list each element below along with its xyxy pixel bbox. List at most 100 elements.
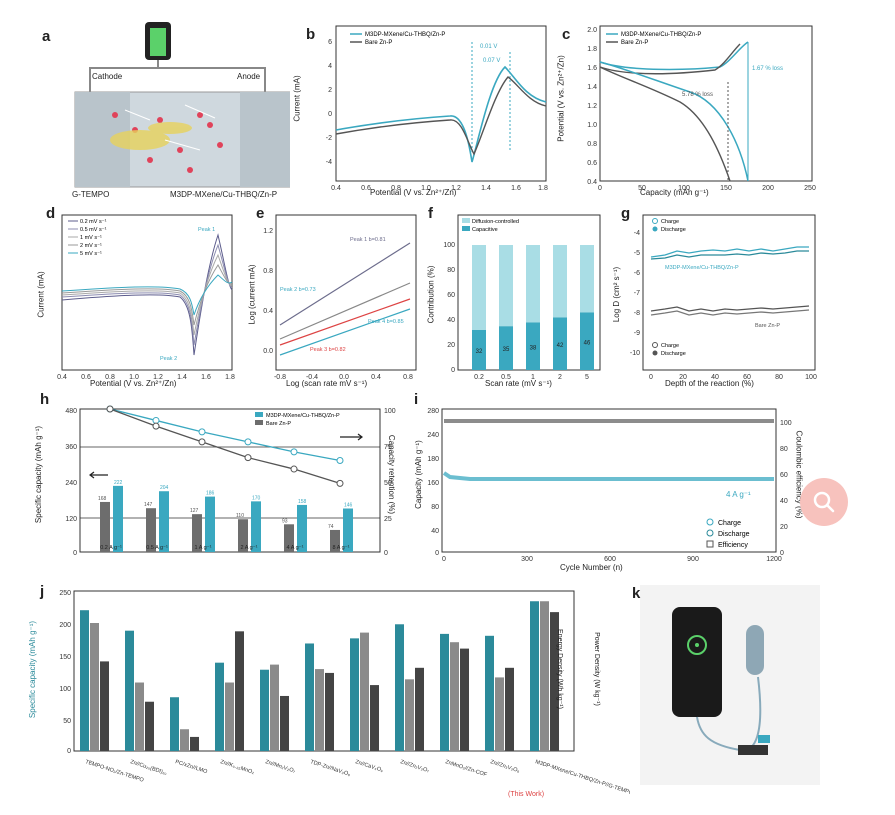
panel-e-label: e <box>256 205 265 222</box>
panel-d-label: d <box>46 205 56 222</box>
panel-j-ytick: 250 <box>59 590 71 597</box>
panel-h-y2tick: 100 <box>384 408 396 415</box>
panel-a-label: a <box>42 28 51 45</box>
panel-e-chart: -0.8 -0.4 0.0 0.4 0.8 1.2 0.8 0.4 0.0 Pe… <box>263 214 417 381</box>
panel-e-xtick: 0.4 <box>371 374 381 381</box>
panel-h-label: h <box>40 391 50 408</box>
bar-value-label: 146 <box>344 503 353 509</box>
panel-f-ytick: 100 <box>443 242 455 249</box>
panel-c-ytick: 1.8 <box>587 46 597 53</box>
comparison-label: Zn//K₀.₂₅MnO₂ <box>219 759 254 776</box>
bar-bare <box>284 524 294 552</box>
comparison-bar <box>215 662 224 751</box>
panel-i-xtick: 600 <box>604 556 616 563</box>
bar-value-label: 222 <box>114 480 123 486</box>
panel-h-ytick: 0 <box>73 550 77 557</box>
comparison-bar <box>505 667 514 751</box>
panel-d-xlabel: Potential (V vs. Zn²⁺/Zn) <box>90 379 177 388</box>
panel-c-xtick: 200 <box>762 185 774 192</box>
comparison-bar <box>180 729 189 751</box>
panel-f-xlabel: Scan rate (mV s⁻¹) <box>485 379 552 388</box>
panel-g-ylabel: Log D (cm² s⁻¹) <box>612 266 622 323</box>
panel-g-ytick: -8 <box>634 310 640 317</box>
comparison-bar <box>415 667 424 751</box>
panel-d-xtick: 1.8 <box>225 374 235 381</box>
panel-d-xtick: 1.4 <box>177 374 187 381</box>
category-label: 0.5 A g⁻¹ <box>146 545 168 551</box>
panel-b-xtick: 1.8 <box>538 185 548 192</box>
bar-value-label: 46 <box>584 340 591 346</box>
panel-h-ytick: 120 <box>65 516 77 523</box>
panel-c-ytick: 1.0 <box>587 122 597 129</box>
comparison-bar <box>90 623 99 751</box>
panel-i-ytick: 80 <box>431 504 439 511</box>
bar-diffusion <box>553 245 567 318</box>
panel-b-xtick: 1.2 <box>451 185 461 192</box>
bar-value-label: 168 <box>98 496 107 502</box>
panel-c-ytick: 2.0 <box>587 27 597 34</box>
panel-h-y2tick: 25 <box>384 516 392 523</box>
panel-b-chart: 0.4 0.6 0.8 1.0 1.2 1.4 1.6 1.8 6 4 2 0 … <box>326 25 548 192</box>
panel-f-xtick: 5 <box>585 374 589 381</box>
bar-value-label: 147 <box>144 502 153 508</box>
panel-i-y2tick: 80 <box>780 446 788 453</box>
bar-value-label: 110 <box>236 513 244 519</box>
panel-i-legend-1: Charge <box>718 520 741 527</box>
panel-i-xtick: 900 <box>687 556 699 563</box>
panel-e-ytick: 0.4 <box>263 308 273 315</box>
bar-diffusion <box>472 245 486 330</box>
zoom-button[interactable] <box>800 478 848 526</box>
panel-c-ytick: 1.6 <box>587 65 597 72</box>
category-label: 1 A g⁻¹ <box>195 545 212 551</box>
panel-g-legend-4: Discharge <box>661 351 686 357</box>
comparison-bar <box>260 669 269 751</box>
bar-capacitive <box>526 322 540 370</box>
panel-b-xtick: 0.6 <box>361 185 371 192</box>
comparison-bar <box>460 648 469 751</box>
comparison-label: Zn//Zn₃V₂O₈ <box>489 759 520 774</box>
retention-point <box>198 428 206 436</box>
panel-d-xtick: 1.6 <box>201 374 211 381</box>
panel-c-chart: 0 50 100 150 200 250 2.0 1.8 1.6 1.4 1.2… <box>587 25 816 192</box>
bar-value-label: 127 <box>190 508 199 514</box>
anode-label: Anode <box>237 72 261 81</box>
panel-d-legend-4: 2 mV s⁻¹ <box>80 243 102 249</box>
comparison-bar <box>395 624 404 751</box>
panel-g-series-bottom: Bare Zn-P <box>755 323 780 329</box>
panel-g-ytick: -6 <box>634 270 640 277</box>
panel-e-annot-2: Peak 2 b=0.73 <box>280 287 316 293</box>
panel-g-ytick: -5 <box>634 250 640 257</box>
bar-value-label: 93 <box>282 518 288 524</box>
panel-j: j 250 200 150 100 50 0 TEMPO-NO₂/Zn-TEMP… <box>28 583 634 810</box>
bar-m3dp <box>113 485 123 552</box>
panel-b-ylabel: Current (mA) <box>292 75 302 122</box>
panel-j-chart: 250 200 150 100 50 0 TEMPO-NO₂/Zn-TEMPOZ… <box>59 590 634 797</box>
panel-c-label: c <box>562 26 571 43</box>
comparison-label: PC/xZn//LMO <box>174 759 208 775</box>
panel-i-y2tick: 40 <box>780 498 788 505</box>
panel-g-legend-1: Charge <box>661 219 679 225</box>
panel-f-xtick: 0.2 <box>474 374 484 381</box>
comparison-bar <box>315 669 324 751</box>
panel-c-ylabel: Potential (V vs. Zn²⁺/Zn) <box>556 55 566 142</box>
panel-f-ytick: 40 <box>447 317 455 324</box>
panel-i-y2tick: 60 <box>780 472 788 479</box>
panel-h: h 480 360 240 120 0 100 75 50 25 0 M3DP-… <box>34 391 410 580</box>
bar-m3dp <box>343 508 353 552</box>
panel-i-chart: 0 300 600 900 1200 280 240 180 160 80 40… <box>427 408 791 563</box>
comparison-bar <box>305 643 314 751</box>
panel-b-legend-1: M3DP-MXene/Cu-THBQ/Zn-P <box>365 32 445 38</box>
panel-d-legend-5: 5 mV s⁻¹ <box>80 251 102 257</box>
bar-value-label: 35 <box>503 347 510 353</box>
panel-g-label: g <box>621 205 631 222</box>
comparison-bar <box>370 685 379 751</box>
panel-f-ytick: 80 <box>447 267 455 274</box>
panel-b-xtick: 1.4 <box>481 185 491 192</box>
bar-m3dp <box>159 491 169 552</box>
panel-b-ytick: -2 <box>326 135 332 142</box>
panel-d-peak1: Peak 1 <box>198 227 215 233</box>
bar-capacitive <box>580 312 594 370</box>
panel-h-chart: 480 360 240 120 0 100 75 50 25 0 M3DP-MX… <box>65 405 396 557</box>
panel-e-annot-3: Peak 3 b=0.82 <box>310 347 346 353</box>
panel-d-xtick: 1.0 <box>129 374 139 381</box>
